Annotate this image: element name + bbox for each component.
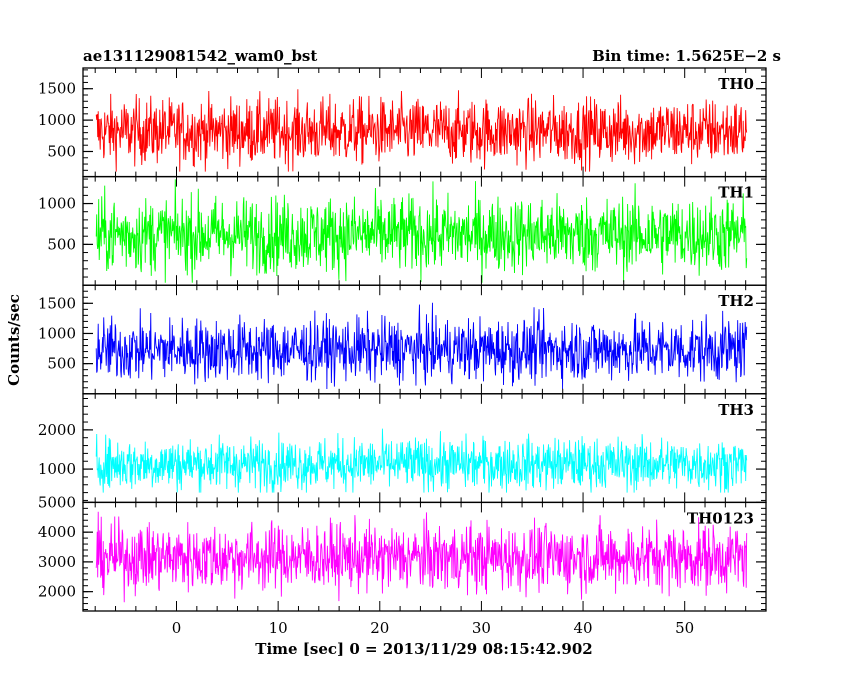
y-tick-label: 5000 (38, 493, 76, 511)
series-th3-line (95, 428, 748, 493)
x-tick-label: 30 (472, 619, 491, 637)
panel-label-th0123: TH0123 (687, 509, 754, 527)
panel-label-th0: TH0 (718, 75, 754, 93)
panel-label-th3: TH3 (718, 401, 754, 419)
y-tick-label: 4000 (38, 523, 76, 541)
observation-id-label: ae131129081542_wam0_bst (83, 47, 317, 65)
y-tick-label: 1000 (38, 460, 76, 478)
x-tick-label: 40 (574, 619, 593, 637)
x-tick-label: 0 (172, 619, 182, 637)
y-tick-label: 1000 (38, 195, 76, 213)
panel-frame (82, 501, 767, 612)
panel-label-th1: TH1 (718, 184, 754, 202)
y-tick-label: 3000 (38, 553, 76, 571)
series-th2-line (95, 302, 748, 389)
x-tick-label: 50 (675, 619, 694, 637)
series-th0123-line (95, 511, 748, 603)
y-axis-label: Counts/sec (5, 294, 23, 386)
y-tick-label: 500 (47, 142, 76, 160)
y-tick-label: 500 (47, 355, 76, 373)
y-tick-label: 1500 (38, 294, 76, 312)
series-th1-line (95, 179, 748, 283)
y-tick-label: 1000 (38, 111, 76, 129)
x-tick-label: 10 (269, 619, 288, 637)
series-th0-line (95, 89, 748, 172)
y-tick-label: 1500 (38, 80, 76, 98)
panel-label-th2: TH2 (718, 292, 754, 310)
x-axis-label: Time [sec] 0 = 2013/11/29 08:15:42.902 (255, 640, 592, 658)
x-tick-label: 20 (370, 619, 389, 637)
bin-time-label: Bin time: 1.5625E−2 s (592, 47, 781, 65)
y-tick-label: 1000 (38, 324, 76, 342)
y-tick-label: 2000 (38, 583, 76, 601)
y-tick-label: 500 (47, 235, 76, 253)
y-tick-label: 2000 (38, 421, 76, 439)
